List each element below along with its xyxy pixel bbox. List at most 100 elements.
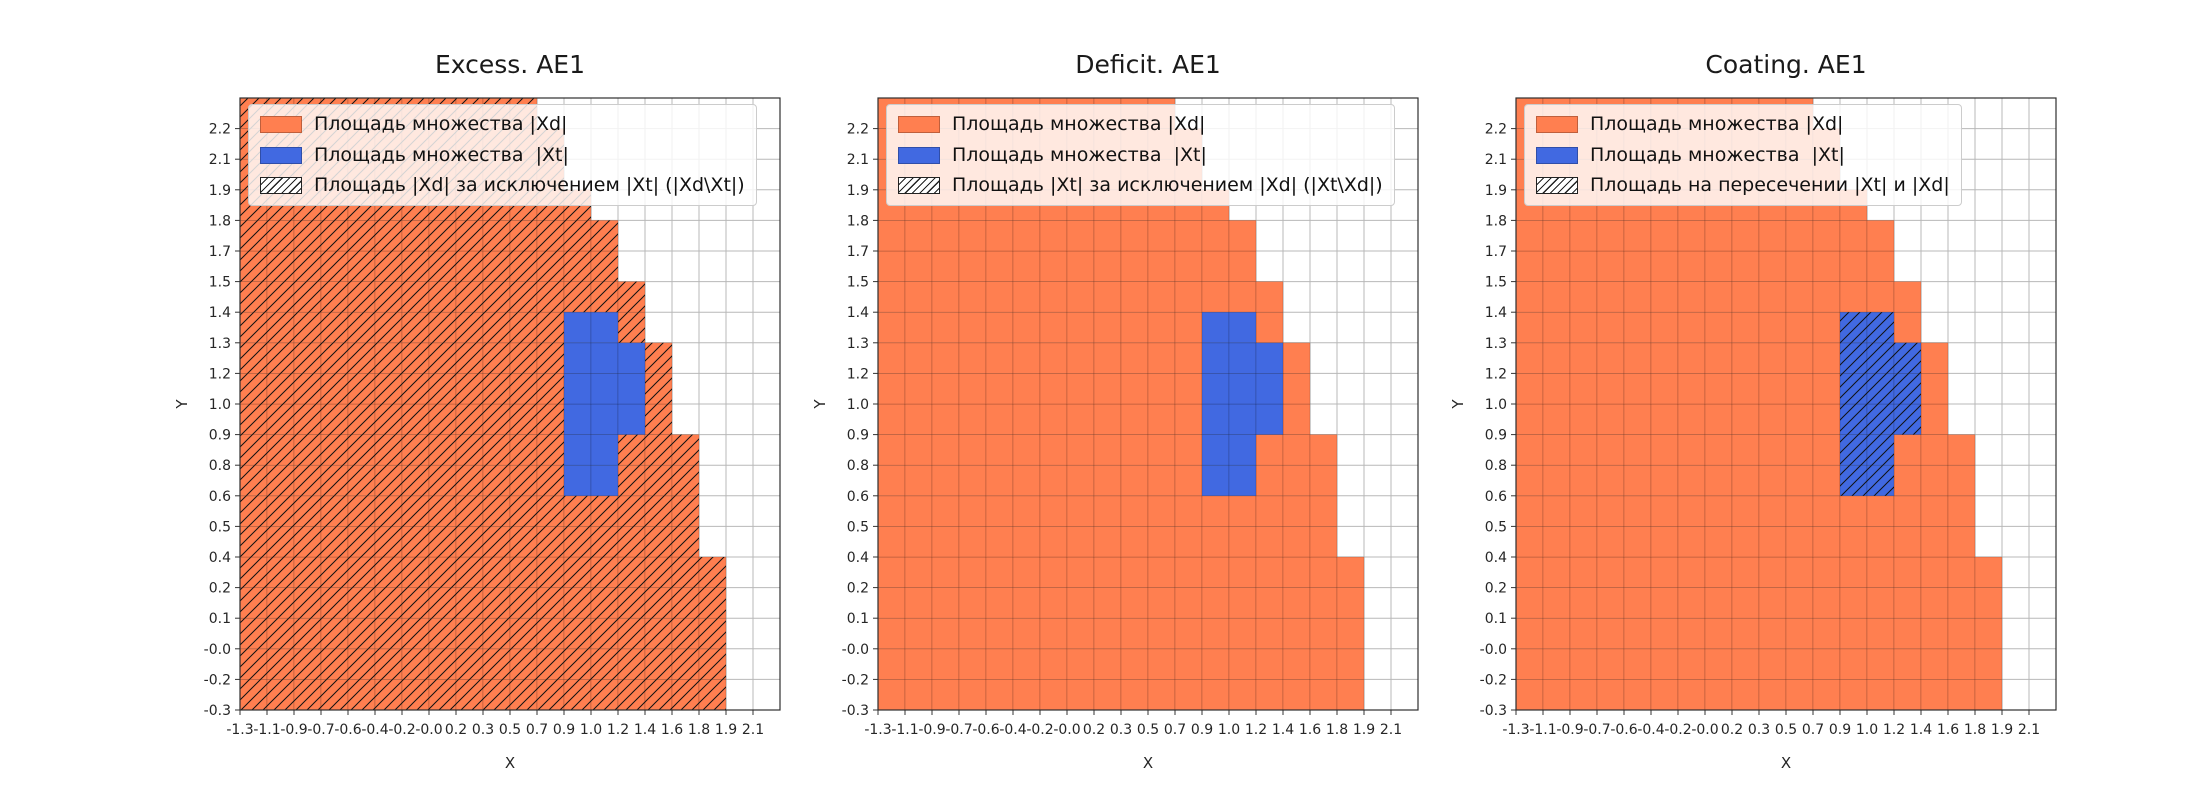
svg-text:-0.0: -0.0	[1691, 722, 1718, 738]
xd-cell	[1066, 311, 1095, 344]
svg-text:0.9: 0.9	[847, 428, 869, 444]
hatch-cell	[1840, 312, 1867, 343]
hatch-cell	[672, 434, 699, 466]
hatch-cell	[537, 648, 564, 680]
xd-cell	[1255, 434, 1284, 466]
legend-label: Площадь на пересечении |Xt| и |Xd|	[1590, 174, 1950, 197]
xd-cell	[904, 648, 933, 680]
legend-swatch-hatch	[260, 177, 302, 195]
xd-cell	[1758, 342, 1787, 374]
xd-cell	[1650, 587, 1679, 619]
xd-cell	[904, 464, 933, 497]
xd-cell	[1650, 281, 1679, 313]
xd-cell	[985, 648, 1014, 680]
hatch-cell	[240, 373, 267, 404]
svg-text:0.7: 0.7	[1802, 722, 1824, 738]
xd-cell	[1174, 250, 1203, 282]
xt-cell	[617, 403, 646, 435]
xd-cell	[1812, 220, 1841, 252]
legend: Площадь множества |Xd| Площадь множества …	[886, 104, 1395, 207]
x-tick-labels: -1.3 -1.1 -0.9 -0.7 -0.6 -0.4 -0.2 -0.0 0.2 0.3 0.…	[1502, 722, 2040, 738]
xd-cell	[1282, 403, 1311, 435]
plot-area-svg: -1.3 -1.1 -0.9 -0.7 -0.6 -0.4 -0.2 -0.0 0.2 0.3 0.…	[811, 97, 1419, 772]
xd-cell	[1623, 556, 1652, 588]
hatch-cell	[402, 557, 429, 588]
xd-cell	[1866, 648, 1895, 680]
xd-cell	[877, 281, 906, 313]
hatch-cell	[348, 557, 375, 588]
xd-cell	[1255, 648, 1284, 680]
hatch-cell	[348, 342, 375, 374]
xd-cell	[1623, 434, 1652, 466]
xt-cell	[1255, 373, 1284, 405]
svg-text:1.0: 1.0	[580, 722, 602, 738]
subplot-coating: Coating. AE1 -1.3 -1.1 -0.9 -0.7 -0.6 -0.4 -0.…	[1446, 50, 2106, 790]
xd-cell	[1012, 220, 1041, 252]
xd-cell	[1704, 679, 1733, 711]
y-axis-label: Y	[173, 399, 191, 410]
xd-cell	[1758, 495, 1787, 527]
xd-cell	[985, 495, 1014, 527]
xd-cell	[1282, 342, 1311, 374]
xd-cell	[1012, 250, 1041, 282]
xd-cell	[1093, 220, 1122, 252]
xd-cell	[1542, 434, 1571, 466]
xd-cell	[1093, 587, 1122, 619]
svg-text:0.6: 0.6	[847, 489, 869, 505]
xd-cell	[1920, 617, 1949, 650]
xd-cell	[1282, 648, 1311, 680]
hatch-cell	[240, 342, 267, 374]
hatch-cell	[483, 679, 510, 710]
hatch-cell	[321, 373, 348, 404]
xd-cell	[985, 617, 1014, 650]
xd-cell	[1920, 556, 1949, 588]
xd-cell	[1704, 281, 1733, 313]
xd-cell	[931, 311, 960, 344]
xd-cell	[1066, 434, 1095, 466]
xd-cell	[1201, 526, 1230, 558]
legend-label: Площадь множества |Xd|	[314, 113, 568, 135]
subplot-title: Coating. AE1	[1705, 50, 1867, 79]
xd-cell	[1758, 434, 1787, 466]
svg-text:-0.2: -0.2	[842, 672, 869, 688]
svg-text:2.2: 2.2	[847, 122, 869, 138]
xd-cell	[1012, 495, 1041, 527]
xd-cell	[1785, 556, 1814, 588]
y-axis-label: Y	[1449, 399, 1467, 410]
xd-cell	[1515, 373, 1544, 405]
hatch-cell	[348, 648, 375, 680]
hatch-cell	[456, 526, 483, 557]
legend-entry: Площадь множества |Xd|	[1536, 112, 1950, 137]
hatch-cell	[510, 618, 537, 649]
xd-cell	[958, 617, 987, 650]
svg-text:1.0: 1.0	[209, 397, 231, 413]
hatch-cell	[429, 220, 456, 251]
xd-cell	[1677, 342, 1706, 374]
xd-cell	[1704, 526, 1733, 558]
hatch-cell	[699, 618, 726, 649]
xd-cell	[985, 434, 1014, 466]
xd-cell	[1147, 464, 1176, 497]
hatch-cell	[429, 465, 456, 496]
xd-cell	[1596, 281, 1625, 313]
xd-cell	[1228, 495, 1257, 527]
xd-cell	[1785, 434, 1814, 466]
xd-cell	[931, 281, 960, 313]
xt-cell	[563, 464, 592, 497]
svg-text:1.4: 1.4	[1910, 722, 1932, 738]
xd-cell	[1282, 495, 1311, 527]
xd-cell	[1066, 617, 1095, 650]
hatch-cell	[402, 526, 429, 557]
xd-cell	[958, 526, 987, 558]
hatch-cell	[618, 679, 645, 710]
xd-cell	[931, 434, 960, 466]
xd-cell	[1758, 679, 1787, 711]
xd-cell	[1147, 495, 1176, 527]
hatch-cell	[510, 281, 537, 313]
svg-text:1.0: 1.0	[847, 397, 869, 413]
xt-cell	[1201, 434, 1230, 466]
legend-swatch-xt-icon	[898, 146, 940, 164]
svg-text:1.8: 1.8	[1326, 722, 1348, 738]
xd-cell	[1039, 250, 1068, 282]
svg-text:0.2: 0.2	[1485, 581, 1507, 597]
